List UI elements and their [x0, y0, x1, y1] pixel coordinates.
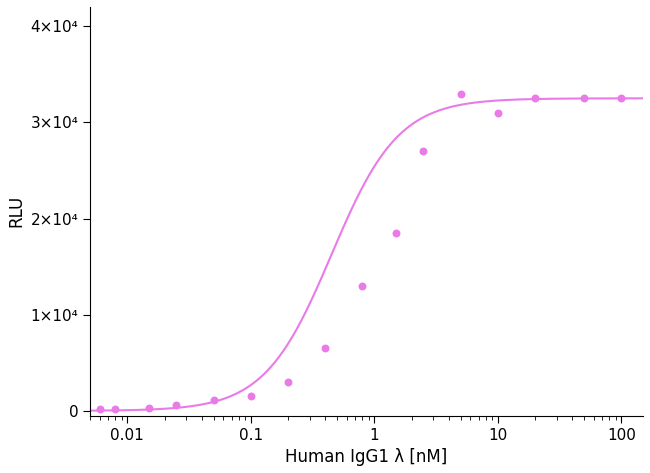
X-axis label: Human IgG1 λ [nM]: Human IgG1 λ [nM]	[285, 448, 448, 466]
Point	[530, 95, 540, 102]
Point	[616, 95, 627, 102]
Point	[144, 404, 154, 412]
Point	[493, 109, 503, 116]
Point	[357, 282, 367, 289]
Point	[391, 229, 401, 237]
Point	[320, 345, 330, 352]
Point	[418, 148, 428, 155]
Point	[579, 95, 590, 102]
Y-axis label: RLU: RLU	[7, 195, 25, 228]
Point	[172, 401, 182, 409]
Point	[95, 405, 105, 413]
Point	[246, 393, 256, 400]
Point	[283, 378, 293, 386]
Point	[209, 396, 219, 404]
Point	[456, 90, 466, 97]
Point	[111, 406, 121, 413]
